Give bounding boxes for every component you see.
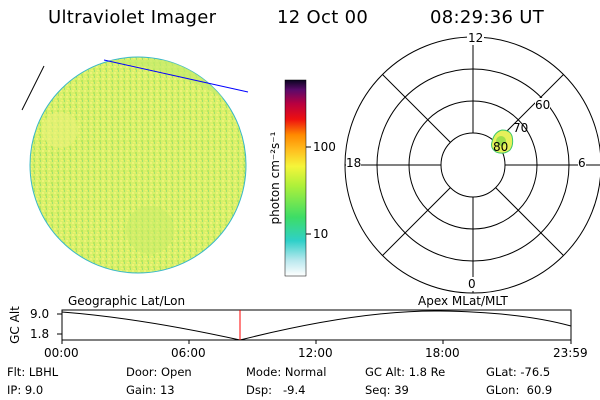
altitude-y-top: 9.0 <box>30 307 50 321</box>
mlt-label-6: 6 <box>578 156 586 170</box>
x-tick-2359: 23:59 <box>553 346 588 360</box>
image-time: 08:29:36 UT <box>430 7 545 28</box>
mlt-label-12: 12 <box>467 31 485 45</box>
altitude-curve <box>61 310 572 341</box>
auroral-patch <box>491 129 514 154</box>
lat-label-80: 80 <box>493 140 509 154</box>
glat-value: GLat: -76.5 <box>486 365 551 379</box>
image-date: 12 Oct 00 <box>277 7 369 28</box>
door-value: Door: Open <box>126 365 192 379</box>
polar-dial <box>344 36 600 294</box>
colorbar <box>284 79 311 277</box>
gain-value: Gain: 13 <box>126 383 175 397</box>
lat-label-70: 70 <box>513 121 529 135</box>
colorbar-units-label: photon cm⁻²s⁻¹ <box>268 131 282 225</box>
geographic-caption: Geographic Lat/Lon <box>68 294 186 308</box>
gc-alt-value: GC Alt: 1.8 Re <box>365 365 446 379</box>
ip-value: IP: 9.0 <box>7 383 44 397</box>
mlt-label-18: 18 <box>346 156 362 170</box>
filter-value: Flt: LBHL <box>7 365 59 379</box>
altitude-plot <box>57 309 572 344</box>
x-tick-0600: 06:00 <box>171 346 206 360</box>
altitude-y-bottom: 1.8 <box>30 327 50 341</box>
colorbar-tick-10: 10 <box>313 227 329 241</box>
x-tick-1800: 18:00 <box>425 346 460 360</box>
apex-caption: Apex MLat/MLT <box>418 294 508 308</box>
mode-value: Mode: Normal <box>246 365 327 379</box>
glon-value: GLon: 60.9 <box>486 383 553 397</box>
colorbar-tick-100: 100 <box>313 140 336 154</box>
limb-marker <box>21 65 45 111</box>
mlt-label-0: 0 <box>468 277 476 291</box>
dsp-value: Dsp: -9.4 <box>246 383 306 397</box>
uv-earth-image <box>21 56 249 274</box>
altitude-axis-label: GC Alt <box>7 306 22 344</box>
x-tick-0000: 00:00 <box>44 346 79 360</box>
x-tick-1200: 12:00 <box>298 346 333 360</box>
instrument-title: Ultraviolet Imager <box>48 7 217 28</box>
seq-value: Seq: 39 <box>365 383 409 397</box>
terminator-line <box>103 59 249 93</box>
lat-label-60: 60 <box>535 98 551 112</box>
